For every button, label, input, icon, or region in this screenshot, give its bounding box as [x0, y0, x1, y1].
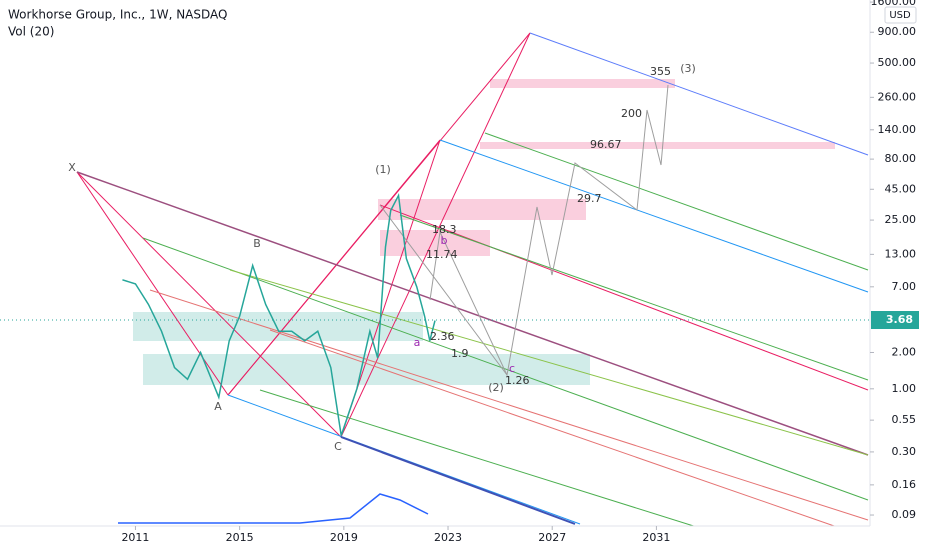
y-tick-label: 7.00	[892, 280, 917, 293]
trend-line	[340, 32, 531, 438]
y-tick-label: 0.16	[892, 478, 917, 491]
y-tick-label: 900.00	[878, 25, 917, 38]
x-tick-label: 2019	[330, 531, 358, 544]
fork-line	[439, 139, 869, 293]
projection	[429, 84, 669, 377]
chart-title: Workhorse Group, Inc., 1W, NASDAQ	[8, 8, 227, 22]
target-label: 18.3	[432, 223, 457, 236]
fork-line	[259, 389, 701, 529]
fork-line	[399, 214, 869, 381]
target-label: 355	[650, 65, 671, 78]
y-tick-label: 0.30	[892, 445, 917, 458]
y-tick-label: 0.09	[892, 508, 917, 521]
y-tick-label: 80.00	[885, 152, 917, 165]
drawings	[0, 32, 870, 529]
y-tick-label: 0.55	[892, 413, 917, 426]
y-tick-label: 1.00	[892, 382, 917, 395]
fork-line	[229, 269, 869, 456]
target-label: 11.74	[426, 248, 458, 261]
wave-label: (1)	[375, 163, 391, 176]
target-label: 1.26	[505, 374, 530, 387]
fork-line	[529, 32, 869, 156]
y-tick-label: 2.00	[892, 345, 917, 358]
zone	[380, 230, 490, 256]
indicator-label: Vol (20)	[8, 25, 54, 39]
fork-line	[484, 132, 869, 271]
time-axis	[0, 526, 870, 550]
target-label: 29.7	[577, 192, 602, 205]
x-tick-label: 2023	[434, 531, 462, 544]
wave-label: (3)	[680, 62, 696, 75]
wave-label: X	[68, 161, 76, 174]
wave-label: B	[253, 237, 261, 250]
target-label: 1.9	[451, 347, 469, 360]
wave-label: C	[334, 440, 342, 453]
target-label: 2.36	[430, 330, 455, 343]
target-label: 96.67	[590, 138, 622, 151]
fork-line	[149, 289, 869, 521]
x-tick-label: 2011	[121, 531, 149, 544]
currency-label[interactable]: USD	[889, 10, 911, 21]
series	[122, 192, 436, 436]
trend-line	[76, 171, 342, 438]
projection	[379, 204, 508, 376]
y-tick-label: 140.00	[878, 123, 917, 136]
fork-line	[340, 436, 576, 525]
wave-label: c	[509, 362, 515, 375]
fork-line	[269, 329, 841, 529]
wave-label: b	[441, 234, 448, 247]
trend-line	[227, 32, 531, 396]
price-badge-label: 3.68	[886, 313, 913, 326]
y-tick-label: 1600.00	[871, 0, 917, 8]
price-badge	[871, 311, 919, 329]
price-axis	[870, 0, 932, 550]
zone	[490, 79, 675, 88]
y-tick-label: 13.00	[885, 247, 917, 260]
y-tick-label: 45.00	[885, 182, 917, 195]
y-tick-label: 260.00	[878, 90, 917, 103]
x-tick-label: 2027	[538, 531, 566, 544]
wave-label: A	[214, 400, 222, 413]
zone	[480, 142, 835, 149]
fork-line	[142, 237, 869, 501]
y-tick-label: 25.00	[885, 213, 917, 226]
target-label: 200	[621, 107, 642, 120]
fork-line	[379, 204, 869, 391]
currency-button[interactable]	[884, 6, 917, 24]
median-line	[76, 171, 869, 456]
price-line	[122, 192, 436, 436]
wave-label: (2)	[488, 381, 504, 394]
wave-label: a	[414, 336, 421, 349]
zones	[133, 79, 835, 385]
x-tick-label: 2031	[642, 531, 670, 544]
y-tick-label: 500.00	[878, 56, 917, 69]
zone	[378, 199, 586, 220]
volume-ma	[118, 493, 429, 524]
x-tick-label: 2015	[226, 531, 254, 544]
